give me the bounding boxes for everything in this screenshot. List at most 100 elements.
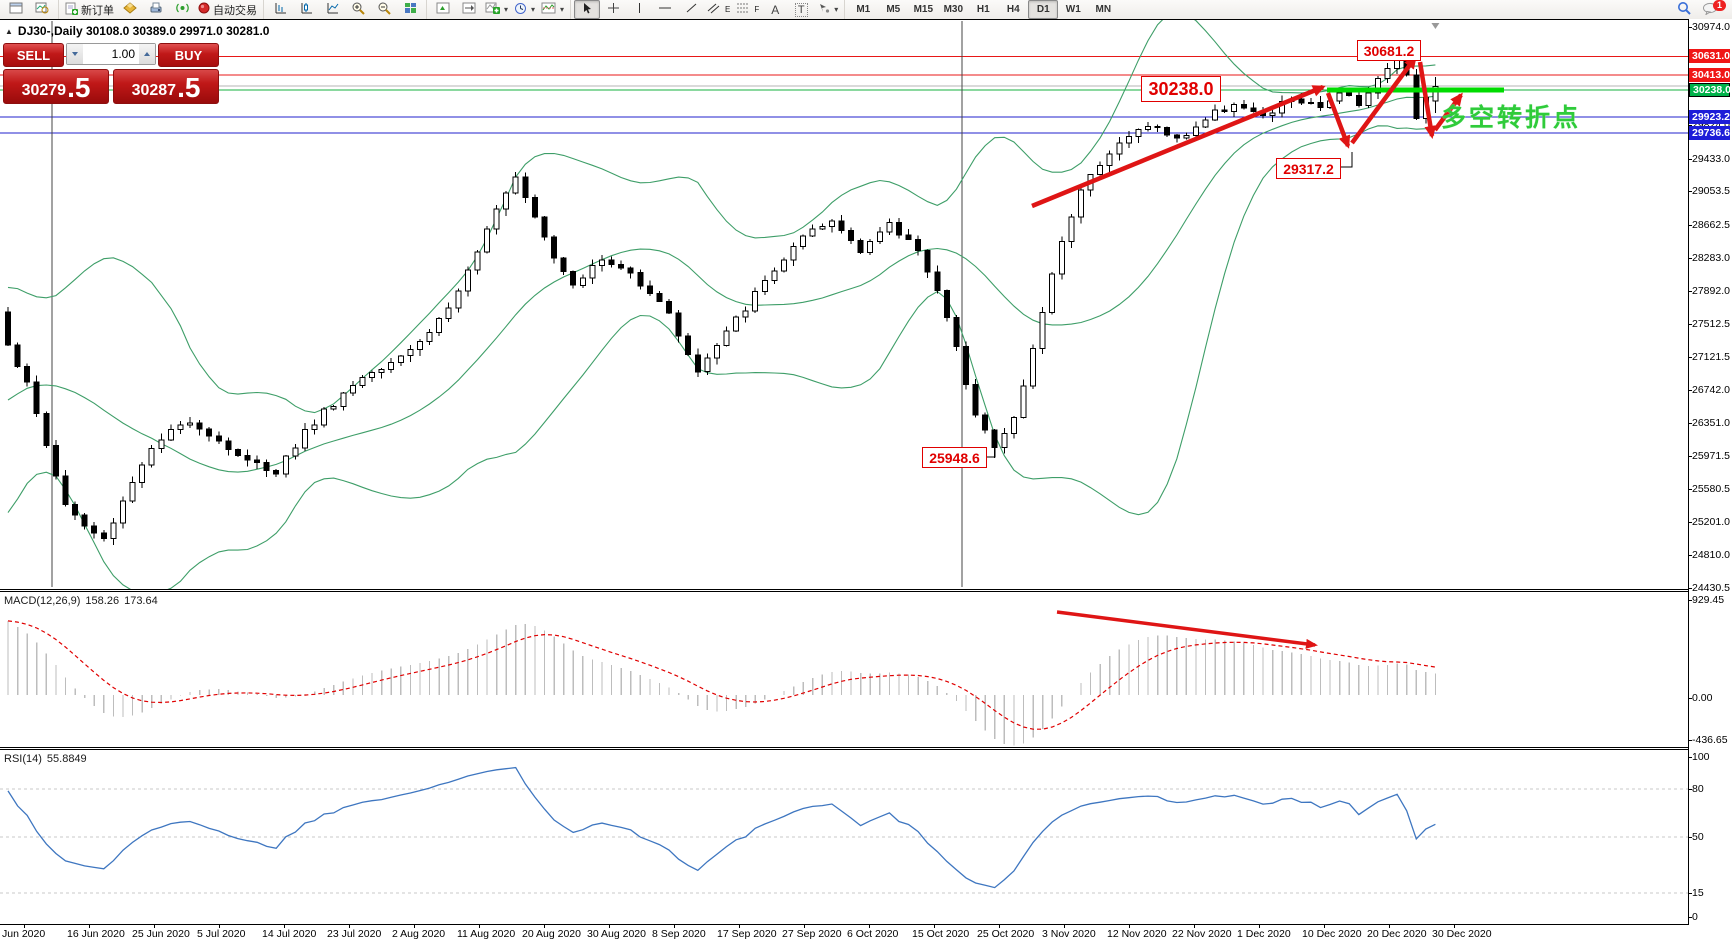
text-tool-button[interactable]: A <box>762 0 788 19</box>
timeframe-button-h4[interactable]: H4 <box>1006 4 1020 15</box>
horizontal-line-tool-button[interactable] <box>652 0 678 19</box>
text-label-tool-button[interactable]: T <box>788 0 814 19</box>
macd-axis-tick: 929.45 <box>1692 594 1725 606</box>
text-label-icon: T <box>794 2 808 17</box>
price-level-badge: 29923.2 <box>1689 110 1730 124</box>
new-order-button[interactable]: 新订单 <box>62 0 117 19</box>
timeframe-button-m1[interactable]: M1 <box>856 4 871 15</box>
price-level-badge: 30413.0 <box>1689 68 1730 82</box>
new-chart-button[interactable] <box>3 0 29 19</box>
pane-separator[interactable] <box>0 591 1688 592</box>
axis-tick-mark <box>1688 789 1692 790</box>
price-axis-tick: 26351.0 <box>1692 417 1730 429</box>
timeframe-button-mn[interactable]: MN <box>1095 4 1112 15</box>
timeframe-button-w1[interactable]: W1 <box>1065 4 1081 15</box>
notifications-button[interactable]: 1 <box>1697 0 1726 19</box>
buy-button[interactable]: BUY <box>158 43 219 67</box>
templates-button[interactable]: ▾ <box>538 0 567 19</box>
date-label: 25 Jun 2020 <box>132 928 190 940</box>
price-axis[interactable]: 30974.0 29824.0 29433.0 29053.5 28662.5 28283… <box>1688 19 1732 944</box>
add-indicator-button[interactable]: ▾ <box>482 0 511 19</box>
toolbar-group-charttype <box>264 0 427 19</box>
search-icon <box>1677 1 1692 18</box>
search-button[interactable] <box>1671 0 1697 19</box>
chart-profiles-button[interactable] <box>29 0 55 19</box>
rsi-pane[interactable] <box>0 750 1688 924</box>
dropdown-caret-icon: ▾ <box>560 5 565 14</box>
trendline-tool-button[interactable] <box>678 0 704 19</box>
price-axis-tick: 24810.0 <box>1692 549 1730 561</box>
autotrade-button[interactable]: 自动交易 <box>195 0 260 19</box>
axis-tick-mark <box>1688 423 1692 424</box>
price-level-badge: 29736.6 <box>1689 126 1730 140</box>
periods-button[interactable]: ▾ <box>511 0 538 19</box>
timeframe-button-h1[interactable]: H1 <box>976 4 990 15</box>
timeframe-button-m5[interactable]: M5 <box>886 4 901 15</box>
autotrade-icon <box>198 2 210 17</box>
new-chart-icon <box>9 2 23 17</box>
macd-pane[interactable] <box>0 592 1688 747</box>
zoom-in-button[interactable] <box>345 0 371 19</box>
fibonacci-tool-button[interactable]: F <box>733 0 762 19</box>
candlestick-type-button[interactable] <box>293 0 319 19</box>
price-axis-tick: 27512.5 <box>1692 318 1730 330</box>
sell-button[interactable]: SELL <box>3 43 64 67</box>
auto-scroll-button[interactable] <box>430 0 456 19</box>
date-axis[interactable]: Jun 2020 16 Jun 2020 25 Jun 2020 5 Jul 2020… <box>0 925 1688 944</box>
equidistant-channel-tool-button[interactable]: E <box>704 0 733 19</box>
vertical-line-tool-button[interactable] <box>626 0 652 19</box>
volume-decrease-button[interactable] <box>67 44 83 64</box>
timeframe-button-m15[interactable]: M15 <box>913 4 934 15</box>
volume-increase-button[interactable] <box>139 44 155 64</box>
buy-price-display[interactable]: 30287 .5 <box>113 69 219 104</box>
axis-tick-mark <box>1688 324 1692 325</box>
axis-tick-mark <box>1688 159 1692 160</box>
arrows-tool-button[interactable]: ▾ <box>814 0 841 19</box>
crystal-icon <box>123 2 137 17</box>
price-chart-pane[interactable] <box>0 20 1688 589</box>
depth-button[interactable] <box>117 0 143 19</box>
notification-badge: 1 <box>1713 0 1726 11</box>
chart-shift-button[interactable] <box>456 0 482 19</box>
chart-window[interactable]: ▲ DJ30-,Daily 30108.0 30389.0 29971.0 30… <box>0 19 1732 944</box>
line-chart-type-button[interactable] <box>319 0 345 19</box>
date-tick-mark <box>24 925 25 928</box>
price-axis-tick: 27121.5 <box>1692 351 1730 363</box>
candlestick-icon <box>300 2 313 17</box>
timeframe-button-d1[interactable]: D1 <box>1028 0 1059 19</box>
rsi-axis-tick: 80 <box>1692 783 1704 795</box>
tile-windows-button[interactable] <box>397 0 423 19</box>
timeframe-button-m30[interactable]: M30 <box>943 4 964 15</box>
date-label: 27 Sep 2020 <box>782 928 842 940</box>
axis-tick-mark <box>1688 893 1692 894</box>
price-annotation: 30238.0 <box>1141 76 1221 102</box>
text-tool-icon: A <box>771 2 780 17</box>
pane-separator[interactable] <box>0 749 1688 750</box>
bar-chart-type-button[interactable] <box>267 0 293 19</box>
pane-separator[interactable] <box>0 589 1688 590</box>
history-button[interactable] <box>143 0 169 19</box>
cursor-tool-button[interactable] <box>574 0 601 19</box>
volume-input[interactable] <box>83 44 139 64</box>
sell-price-pips: .5 <box>67 72 91 103</box>
date-label: 14 Jul 2020 <box>262 928 317 940</box>
date-label: 25 Oct 2020 <box>977 928 1035 940</box>
crosshair-tool-button[interactable] <box>600 0 626 19</box>
pane-separator[interactable] <box>0 747 1688 748</box>
date-tick-mark <box>674 925 675 928</box>
main-toolbar: 新订单 自动交易 ▾ ▾ ▾ <box>0 0 1732 19</box>
date-label: 2 Aug 2020 <box>392 928 446 940</box>
price-axis-tick: 29433.0 <box>1692 153 1730 165</box>
macd-signal-value: 173.64 <box>124 595 158 607</box>
templates-icon <box>541 2 556 17</box>
date-tick-mark <box>544 925 545 928</box>
price-axis-tick: 30974.0 <box>1692 21 1730 33</box>
dropdown-caret-icon: ▾ <box>531 5 536 14</box>
signals-button[interactable] <box>169 0 195 19</box>
add-indicator-icon <box>485 2 500 17</box>
date-label: 22 Nov 2020 <box>1172 928 1232 940</box>
zoom-out-button[interactable] <box>371 0 397 19</box>
timeframe-toolbar: M1 M5 M15 M30 H1 H4 D1 W1 MN <box>845 0 1121 19</box>
sell-price-display[interactable]: 30279 .5 <box>3 69 109 104</box>
axis-tick-mark <box>1688 522 1692 523</box>
